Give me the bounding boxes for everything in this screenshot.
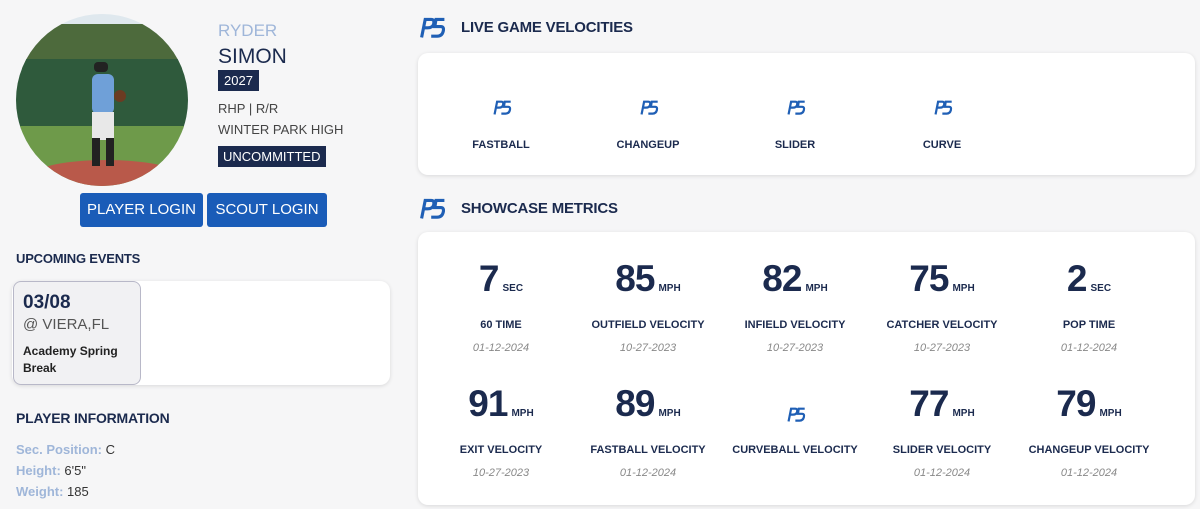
login-button[interactable]: PLAYER LOGIN [80, 193, 203, 227]
metrics-card [418, 232, 1195, 505]
metric-label: SLIDER VELOCITY [892, 444, 992, 456]
ps-logo-mark [420, 17, 446, 38]
metric-value: 2 [1066, 258, 1088, 299]
ps-logo [933, 100, 953, 115]
metric-label: CURVEBALL VELOCITY [732, 444, 858, 456]
ps-logo-mark [493, 100, 512, 115]
metric-value-box: 75 MPH [872, 258, 1012, 300]
position-bats: RHP | R/R [218, 101, 279, 116]
info-value: 185 [67, 484, 89, 499]
metric-label: CATCHER VELOCITY [886, 319, 998, 331]
metric-label: FASTBALL VELOCITY [590, 444, 706, 456]
metric-date: 10-27-2023 [619, 342, 677, 354]
pitch-label: FASTBALL [472, 139, 530, 151]
metric-unit: MPH [805, 283, 828, 294]
info-label: Sec. Position: [16, 442, 102, 457]
metric-value-box: 79 MPH [1019, 383, 1159, 425]
info-label: Weight: [16, 484, 64, 499]
info-value: 6'5" [64, 463, 86, 478]
metric-value: 77 [909, 383, 949, 424]
metric-unit: MPH [658, 283, 681, 294]
last-name: SIMON [218, 45, 287, 68]
metric-value: 82 [762, 258, 802, 299]
metric-unit: SEC [1090, 283, 1112, 294]
ps-logo-mark [640, 100, 659, 115]
player-photo [16, 14, 188, 186]
pitch-label: SLIDER [774, 139, 816, 151]
ps-logo-mark [420, 198, 446, 219]
metric-value: 91 [468, 383, 508, 424]
ps-logo [786, 407, 806, 422]
info-row: Height: 6'5" [16, 463, 86, 478]
ps-logo [418, 198, 447, 220]
pitch-label: CURVE [922, 139, 962, 151]
school: WINTER PARK HIGH [218, 122, 344, 137]
metric-value-box: 77 MPH [872, 383, 1012, 425]
metric-date: 01-12-2024 [472, 342, 530, 354]
section-title: PLAYER INFORMATION [16, 410, 170, 426]
metric-value-box: 7 SEC [431, 258, 571, 300]
metric-date: 01-12-2024 [1060, 467, 1118, 479]
ps-logo [492, 100, 512, 115]
metric-label: INFIELD VELOCITY [744, 319, 846, 331]
metric-date: 01-12-2024 [619, 467, 677, 479]
pitch-label: CHANGEUP [616, 139, 680, 151]
first-name: RYDER [218, 21, 278, 40]
section-title: LIVE GAME VELOCITIES [461, 19, 633, 36]
ps-logo-mark [787, 100, 806, 115]
metric-label: 60 TIME [480, 319, 522, 331]
info-row: Weight: 185 [16, 484, 89, 499]
metric-value-box: 91 MPH [431, 383, 571, 425]
ps-logo-mark [934, 100, 953, 115]
metric-value: 85 [615, 258, 655, 299]
metric-date: 10-27-2023 [766, 342, 824, 354]
metric-value: 7 [478, 258, 500, 299]
event-location: @ VIERA,FL [23, 316, 110, 333]
event-date: 03/08 [23, 292, 71, 313]
ps-logo [418, 17, 447, 39]
commitment-badge: UNCOMMITTED [218, 146, 326, 167]
metric-date: 10-27-2023 [913, 342, 971, 354]
metric-unit: MPH [511, 408, 534, 419]
metric-unit: MPH [952, 283, 975, 294]
info-label: Height: [16, 463, 61, 478]
info-row: Sec. Position: C [16, 442, 115, 457]
metric-value: 79 [1056, 383, 1096, 424]
velocity-card [418, 53, 1195, 175]
metric-date: 10-27-2023 [472, 467, 530, 479]
metric-value: 75 [909, 258, 949, 299]
metric-value-box: 89 MPH [578, 383, 718, 425]
metric-unit: MPH [1099, 408, 1122, 419]
ps-logo [786, 100, 806, 115]
ps-logo [639, 100, 659, 115]
metric-label: OUTFIELD VELOCITY [591, 319, 705, 331]
ps-logo-mark [787, 407, 806, 422]
event-highlight[interactable] [13, 281, 141, 385]
section-title: SHOWCASE METRICS [461, 200, 618, 217]
event-name: Academy Spring Break [23, 344, 118, 375]
metric-unit: SEC [502, 283, 524, 294]
metric-date: 01-12-2024 [1060, 342, 1118, 354]
metric-label: POP TIME [1062, 319, 1116, 331]
metric-value: 89 [615, 383, 655, 424]
metric-label: CHANGEUP VELOCITY [1028, 444, 1150, 456]
grad-year-badge: 2027 [218, 70, 259, 91]
metric-date: 01-12-2024 [913, 467, 971, 479]
metric-value-box: 2 SEC [1019, 258, 1159, 300]
metric-value-box: 82 MPH [725, 258, 865, 300]
info-value: C [105, 442, 115, 457]
metric-label: EXIT VELOCITY [459, 444, 543, 456]
metric-value-box: 85 MPH [578, 258, 718, 300]
metric-unit: MPH [658, 408, 681, 419]
section-title: UPCOMING EVENTS [16, 251, 141, 266]
login-button[interactable]: SCOUT LOGIN [207, 193, 327, 227]
metric-unit: MPH [952, 408, 975, 419]
